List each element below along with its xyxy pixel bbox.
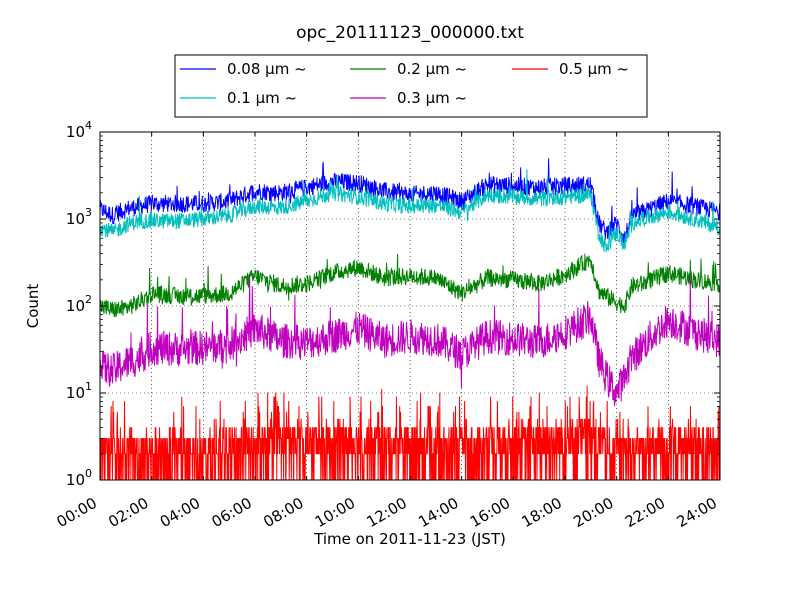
y-tick-label: 100 (66, 467, 92, 489)
series-1 (100, 169, 720, 253)
y-axis-label: Count (24, 284, 42, 329)
series-3 (100, 275, 720, 407)
series-layer (100, 158, 720, 480)
y-tick-label-base: 10 (66, 384, 85, 402)
y-tick-label-exp: 3 (85, 206, 92, 219)
y-tick-label-exp: 2 (85, 293, 92, 306)
series-line (100, 158, 720, 246)
chart-title: opc_20111123_000000.txt (296, 23, 524, 43)
y-tick-label-base: 10 (66, 297, 85, 315)
legend: 0.08 μm ~ 0.1 μm ~ 0.2 μm ~ 0.3 μm ~ 0.5 μm … (174, 54, 648, 118)
series-line (100, 169, 720, 253)
legend-label: 0.08 μm ~ (227, 60, 307, 78)
series-4 (100, 385, 720, 480)
y-tick-label: 101 (66, 380, 92, 402)
x-axis-label: Time on 2011-11-23 (JST) (313, 530, 506, 548)
legend-label: 0.2 μm ~ (397, 60, 467, 78)
legend-label: 0.1 μm ~ (227, 89, 297, 107)
y-tick-label-base: 10 (66, 471, 85, 489)
series-0 (100, 158, 720, 246)
legend-label: 0.3 μm ~ (397, 89, 467, 107)
y-tick-label: 104 (66, 119, 92, 141)
legend-box (174, 54, 648, 118)
y-tick-label-base: 10 (66, 123, 85, 141)
y-tick-label-exp: 1 (85, 380, 92, 393)
y-tick-label-exp: 4 (85, 119, 92, 132)
y-tick-label: 103 (66, 206, 92, 228)
series-line (100, 253, 720, 318)
y-tick-label: 102 (66, 293, 92, 315)
y-tick-label-base: 10 (66, 210, 85, 228)
y-tick-label-exp: 0 (85, 467, 92, 480)
series-line (100, 385, 720, 480)
legend-label: 0.5 μm ~ (559, 60, 629, 78)
series-2 (100, 253, 720, 318)
series-line (100, 275, 720, 407)
